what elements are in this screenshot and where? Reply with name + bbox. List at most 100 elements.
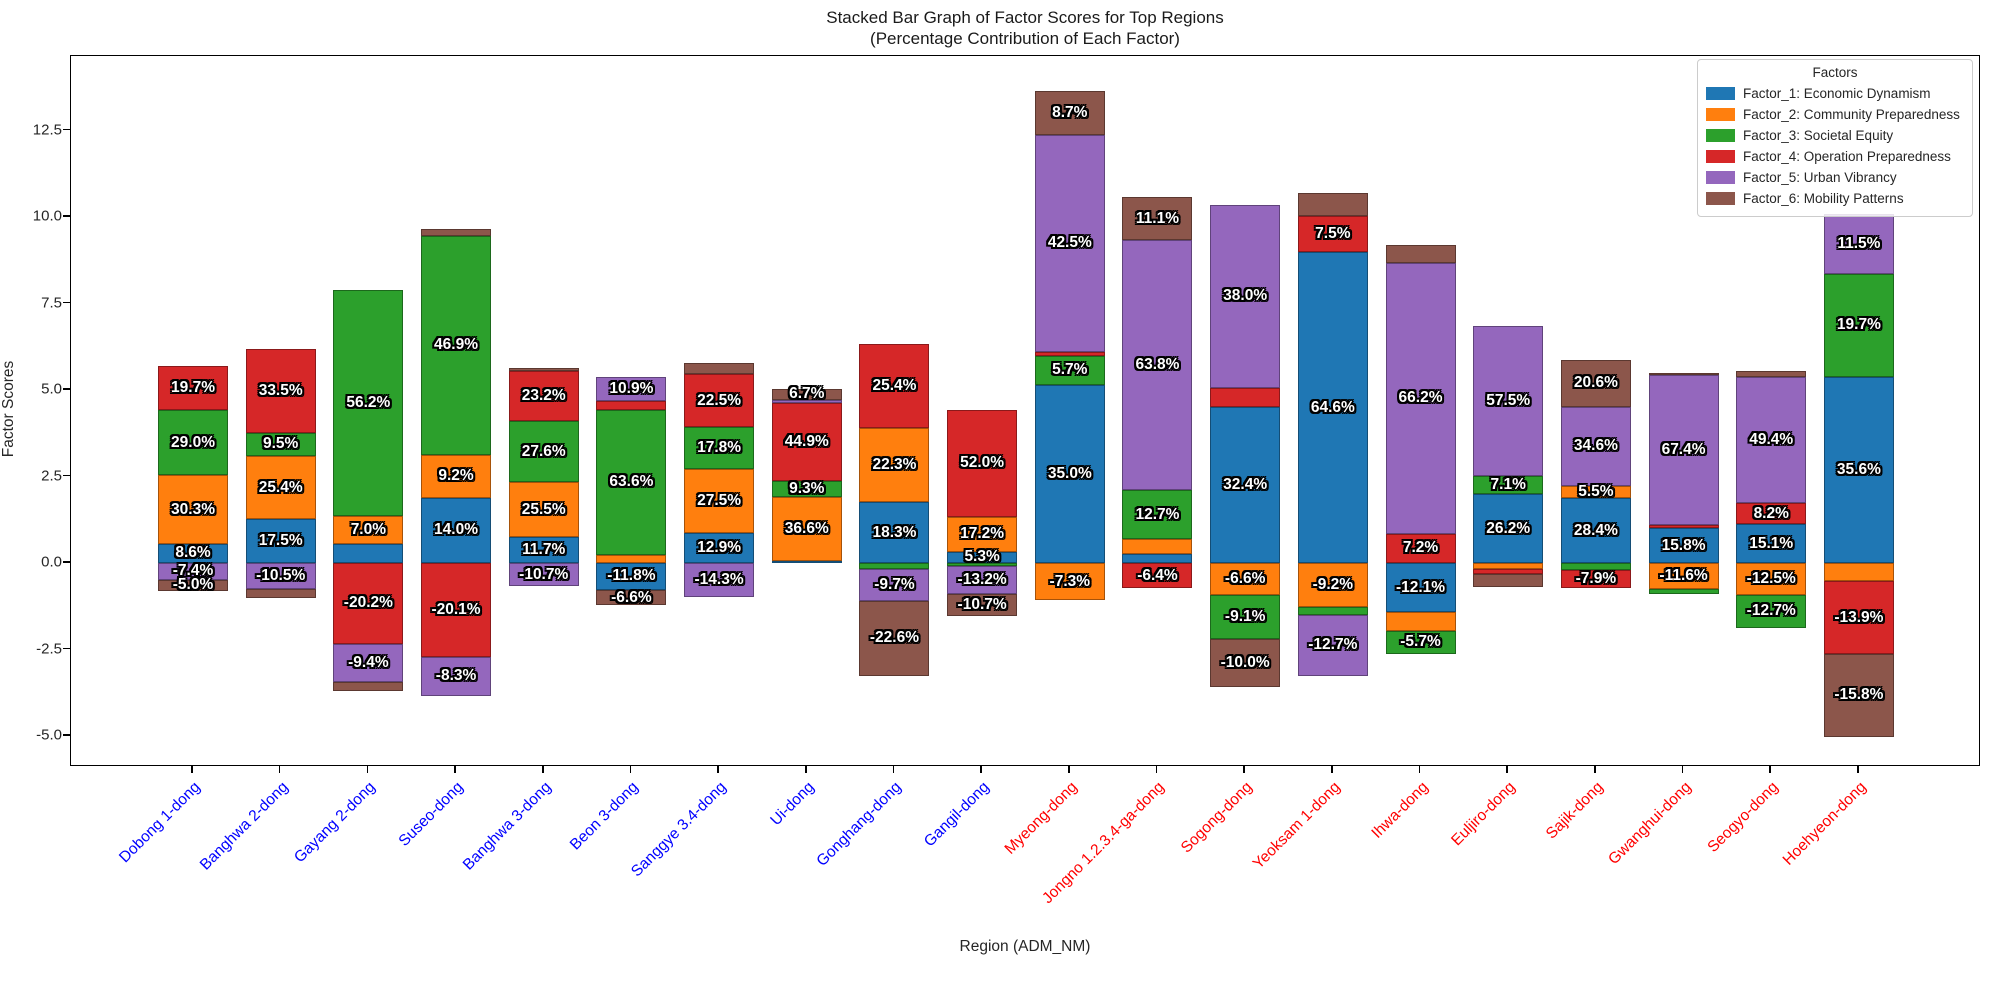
bar-segment-factor_6	[158, 579, 228, 591]
bar-segment-factor_2	[421, 454, 492, 498]
bar-segment-factor_2	[1823, 563, 1894, 582]
segment-percent-label: 11.5%	[1837, 234, 1881, 252]
segment-percent-label: 9.2%	[438, 467, 474, 485]
segment-percent-label: -10.7%	[519, 565, 569, 583]
bar-segment-factor_5	[1560, 406, 1631, 486]
segment-percent-label: 7.2%	[1402, 539, 1439, 557]
y-tick-label: 12.5	[32, 121, 62, 138]
x-tick-mark	[892, 766, 895, 773]
legend-color-swatch	[1706, 129, 1735, 142]
segment-percent-label: -10.0%	[1220, 653, 1270, 671]
segment-percent-label: 28.4%	[1573, 521, 1618, 539]
legend-item: Factor_5: Urban Vibrancy	[1706, 167, 1964, 188]
bar-segment-factor_5	[1736, 376, 1807, 504]
segment-percent-label: 14.0%	[434, 521, 479, 539]
segment-percent-label: -6.4%	[1137, 566, 1178, 584]
bar-segment-factor_3	[771, 480, 842, 498]
bar-segment-factor_4	[1823, 581, 1894, 654]
segment-percent-label: 8.2%	[1753, 504, 1789, 522]
bar-segment-factor_1	[1297, 252, 1368, 563]
bar-segment-factor_4	[1034, 351, 1105, 356]
segment-percent-label: 5.5%	[1578, 483, 1614, 501]
x-tick-label-region: Euljiro-dong	[1448, 778, 1519, 850]
x-tick-mark	[191, 766, 193, 773]
x-tick-mark	[1506, 766, 1508, 773]
segment-percent-label: 5.3%	[964, 548, 1000, 566]
bar-segment-factor_1	[684, 532, 755, 563]
segment-percent-label: -12.7%	[1308, 636, 1358, 654]
bar-segment-factor_5	[947, 566, 1018, 594]
segment-percent-label: -8.3%	[435, 667, 477, 685]
bar-segment-factor_2	[859, 428, 930, 503]
y-tick-label: 7.5	[41, 294, 62, 311]
segment-percent-label: -12.5%	[1746, 570, 1796, 588]
segment-percent-label: -6.6%	[1224, 569, 1266, 587]
legend-item-label: Factor_2: Community Preparedness	[1743, 107, 1960, 122]
legend-item-label: Factor_3: Societal Equity	[1743, 128, 1894, 143]
bar-segment-factor_3	[1473, 475, 1544, 495]
chart-title-line1: Stacked Bar Graph of Factor Scores for T…	[826, 8, 1224, 27]
bar-segment-factor_3	[596, 409, 667, 556]
x-tick-label-region: Banghwa 3-dong	[459, 778, 555, 874]
bar-segment-factor_3	[1648, 588, 1719, 594]
segment-percent-label: 17.5%	[258, 532, 303, 550]
y-tick-label: -5.0	[36, 726, 62, 744]
segment-percent-label: 64.6%	[1310, 398, 1355, 416]
legend-color-swatch	[1706, 150, 1735, 163]
segment-percent-label: -12.1%	[1395, 578, 1446, 596]
bar-segment-factor_2	[1034, 563, 1105, 601]
x-tick-mark	[717, 766, 719, 773]
segment-percent-label: -7.9%	[1575, 569, 1617, 587]
segment-percent-label: 52.0%	[960, 454, 1005, 472]
segment-percent-label: 8.6%	[175, 544, 211, 562]
x-tick-label-region: Banghwa 2-dong	[196, 778, 292, 874]
bar-segment-factor_6	[596, 589, 667, 606]
segment-percent-label: 56.2%	[346, 393, 391, 411]
legend-color-swatch	[1706, 87, 1735, 100]
segment-percent-label: 25.4%	[872, 376, 917, 394]
bar-segment-factor_4	[947, 409, 1018, 517]
bar-segment-factor_1	[1210, 406, 1281, 563]
segment-percent-label: 38.0%	[1223, 287, 1268, 305]
bar-segment-factor_1	[1034, 384, 1105, 563]
bar-segment-factor_6	[1210, 638, 1281, 688]
bar-segment-factor_4	[596, 401, 667, 410]
bar-segment-factor_4	[1736, 503, 1807, 525]
x-tick-label-region: Ihwa-dong	[1367, 778, 1432, 842]
legend: Factors Factor_1: Economic Dynamism Facto…	[1697, 59, 1973, 217]
bar-segment-factor_2	[1385, 612, 1456, 631]
x-tick-label-region: Gayang 2-dong	[291, 778, 380, 867]
bar-segment-factor_3	[245, 432, 316, 457]
bar-segment-factor_4	[158, 365, 228, 411]
legend-item: Factor_4: Operation Preparedness	[1706, 146, 1964, 167]
segment-percent-label: 32.4%	[1223, 475, 1268, 493]
segment-percent-label: 12.7%	[1135, 505, 1180, 523]
x-tick-mark	[1243, 766, 1245, 773]
segment-percent-label: 34.6%	[1573, 437, 1618, 455]
bar-segment-factor_5	[1297, 614, 1368, 676]
bar-segment-factor_3	[1385, 630, 1456, 654]
bar-segment-factor_1	[1560, 498, 1631, 563]
segment-percent-label: 44.9%	[784, 432, 829, 450]
legend-item: Factor_2: Community Preparedness	[1706, 104, 1964, 125]
bar-segment-factor_4	[859, 343, 930, 429]
y-tick-label: 5.0	[41, 380, 62, 398]
segment-percent-label: -13.2%	[957, 571, 1007, 589]
bar-segment-factor_5	[421, 656, 492, 696]
bar-segment-factor_6	[684, 363, 755, 375]
bar-segment-factor_5	[1648, 375, 1719, 525]
bar-segment-factor_2	[1736, 563, 1807, 596]
bar-segment-factor_2	[1560, 485, 1631, 499]
bar-segment-factor_6	[333, 681, 404, 692]
segment-percent-label: -11.8%	[607, 567, 656, 585]
segment-percent-label: 63.6%	[609, 473, 654, 491]
segment-percent-label: 67.4%	[1661, 441, 1706, 459]
bar-segment-factor_3	[947, 563, 1018, 567]
bar-segment-factor_6	[1034, 91, 1105, 136]
segment-percent-label: 5.7%	[1052, 361, 1088, 379]
x-tick-label-region: Gwanghui-dong	[1604, 778, 1695, 869]
bar-segment-factor_6	[1473, 574, 1544, 588]
bar-segment-factor_3	[1122, 489, 1193, 540]
segment-percent-label: -9.4%	[348, 653, 389, 671]
bar-segment-factor_6	[1385, 245, 1456, 264]
